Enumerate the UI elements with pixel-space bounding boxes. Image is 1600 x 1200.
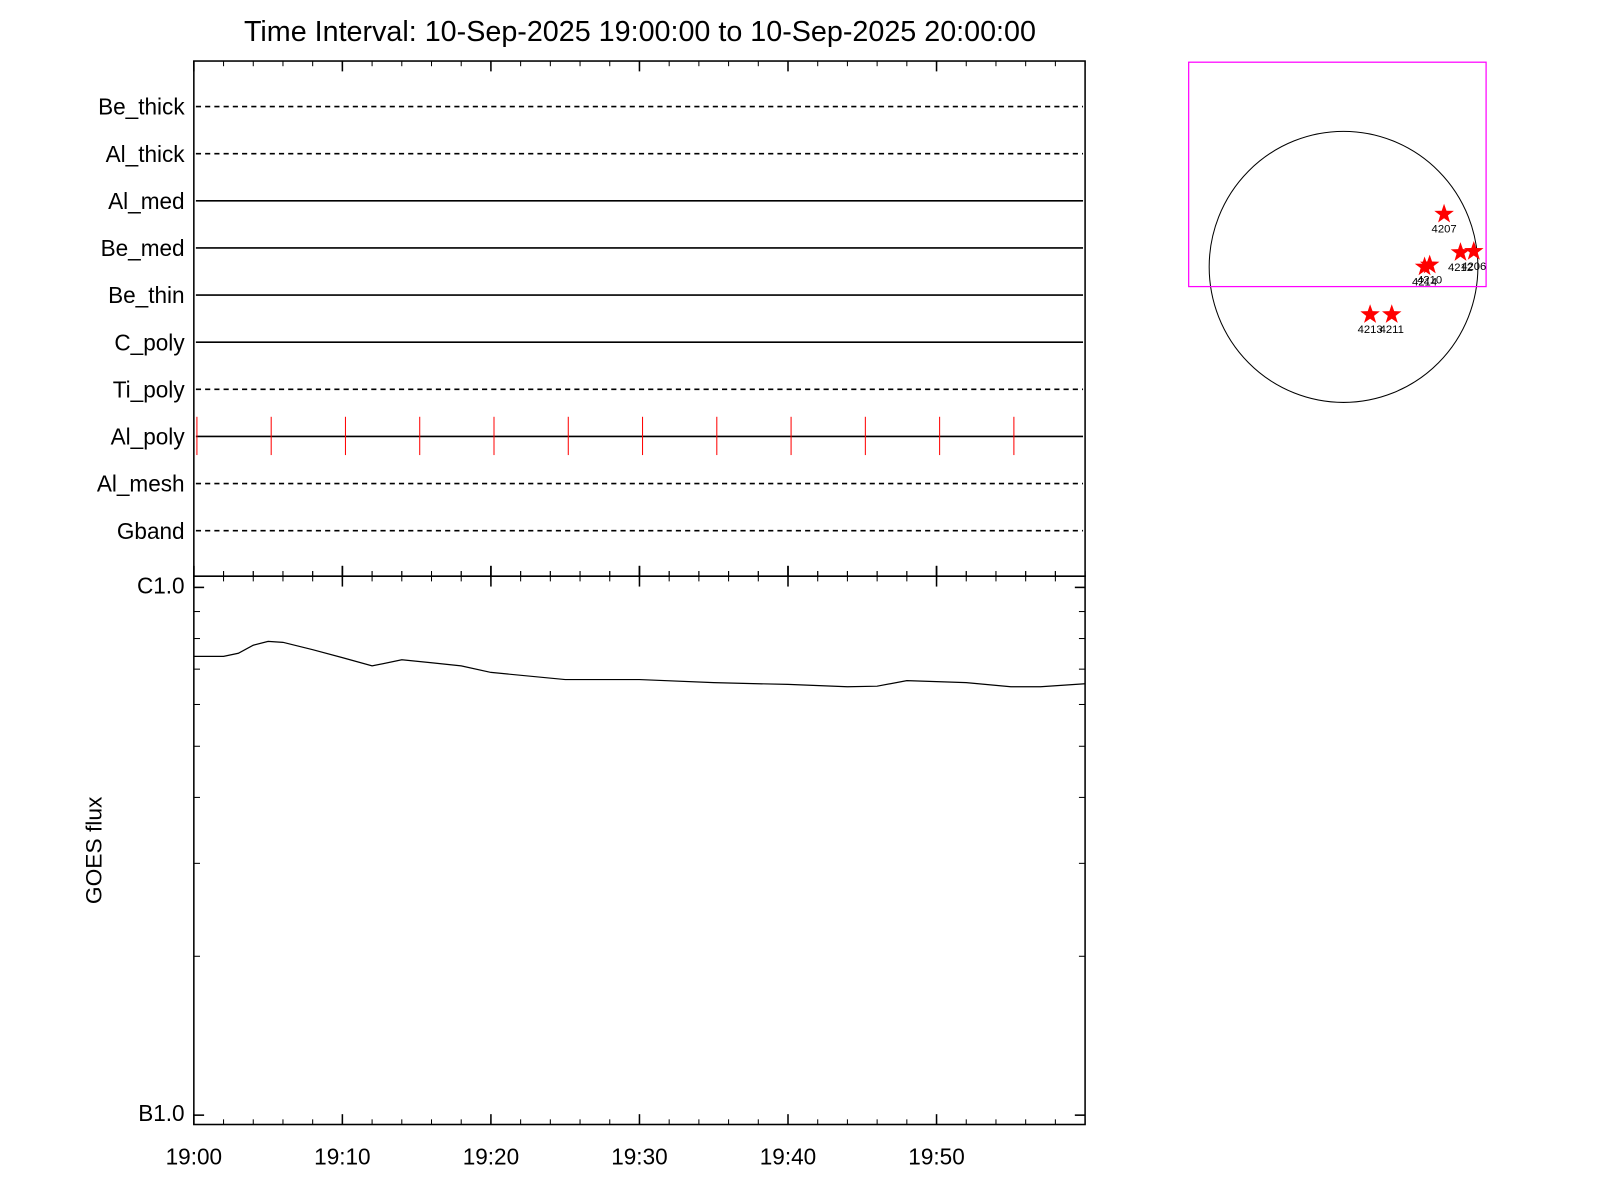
active-region-label: 4206 xyxy=(1461,261,1486,273)
row-label: Al_med xyxy=(108,188,184,214)
active-region-label: 4207 xyxy=(1432,224,1457,236)
x-tick-label: 19:20 xyxy=(463,1144,519,1170)
row-label: Be_thin xyxy=(108,282,185,308)
solar-disk xyxy=(1208,130,1479,403)
active-region-label: 4210 xyxy=(1417,274,1442,286)
x-tick-label: 19:50 xyxy=(908,1144,964,1170)
y-tick-label: C1.0 xyxy=(137,572,185,598)
row-label: Gband xyxy=(117,518,185,544)
plot-area: Time Interval: 10-Sep-2025 19:00:00 to 1… xyxy=(80,16,1487,1170)
active-region-star xyxy=(1381,304,1402,323)
active-region-star xyxy=(1414,256,1435,276)
field-of-view xyxy=(1188,61,1487,288)
x-tick-label: 19:00 xyxy=(166,1144,222,1170)
row-label: Ti_poly xyxy=(113,376,186,402)
active-region-label: 4214 xyxy=(1412,276,1437,288)
y-tick-label: B1.0 xyxy=(138,1100,184,1126)
chart-title: Time Interval: 10-Sep-2025 19:00:00 to 1… xyxy=(244,16,1036,48)
row-label: Al_thick xyxy=(106,141,186,167)
goes-line xyxy=(193,640,1086,688)
row-label: Be_med xyxy=(101,235,185,261)
row-label: C_poly xyxy=(114,329,185,355)
row-label: Al_mesh xyxy=(97,471,185,497)
goes-frame xyxy=(193,575,1086,1126)
row-label: Be_thick xyxy=(98,94,185,120)
active-region-star xyxy=(1434,203,1454,223)
active-region-star xyxy=(1360,304,1380,323)
timeline-frame xyxy=(193,60,1086,577)
active-region-label: 4212 xyxy=(1448,262,1473,274)
active-region-label: 4213 xyxy=(1358,324,1383,336)
row-label: Al_poly xyxy=(111,423,186,449)
x-tick-label: 19:40 xyxy=(760,1144,816,1170)
active-region-label: 4211 xyxy=(1380,324,1404,336)
active-region-star xyxy=(1450,242,1471,261)
x-tick-label: 19:10 xyxy=(314,1144,370,1170)
active-region-star xyxy=(1464,241,1484,260)
y-axis-label: GOES flux xyxy=(80,796,106,904)
x-tick-label: 19:30 xyxy=(611,1144,667,1170)
